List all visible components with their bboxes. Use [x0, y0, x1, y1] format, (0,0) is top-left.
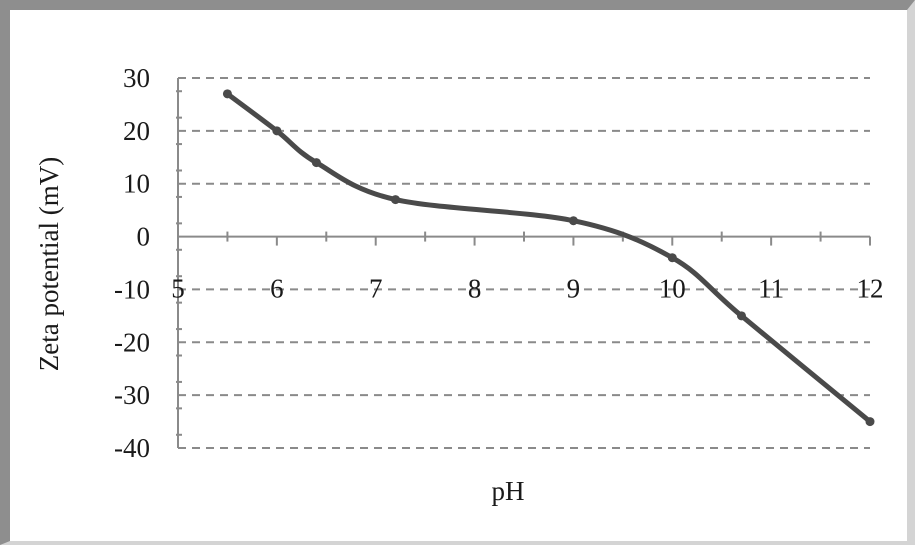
x-tick-label: 9 — [567, 274, 581, 304]
x-tick-label: 6 — [270, 274, 284, 304]
x-tick-labels: 5 6 7 8 9 10 11 12 — [171, 274, 883, 304]
data-point — [667, 253, 677, 263]
grid-lines — [178, 77, 870, 449]
data-point — [865, 417, 875, 427]
data-point — [222, 89, 232, 99]
y-tick-label: 0 — [137, 222, 151, 252]
y-tick-label: 30 — [123, 63, 150, 93]
data-point — [311, 158, 321, 168]
x-tick-label: 8 — [468, 274, 482, 304]
data-point — [272, 126, 282, 136]
x-tick-label: 11 — [758, 274, 784, 304]
data-point — [568, 216, 578, 226]
y-tick-label: 20 — [123, 116, 150, 146]
axes — [176, 78, 871, 448]
series-line — [224, 91, 873, 425]
data-point — [736, 311, 746, 321]
x-tick-label: 5 — [171, 274, 185, 304]
y-tick-label: -30 — [114, 380, 150, 410]
x-tick-label: 12 — [857, 274, 884, 304]
y-tick-labels: 30 20 10 0 -10 -20 -30 -40 — [114, 63, 150, 463]
y-tick-label: 10 — [123, 169, 150, 199]
x-tick-label: 10 — [659, 274, 686, 304]
x-tick-label: 7 — [369, 274, 383, 304]
y-tick-label: -40 — [114, 433, 150, 463]
x-axis-title: pH — [492, 476, 525, 506]
y-tick-label: -10 — [114, 274, 150, 304]
y-axis-title: Zeta potential (mV) — [34, 157, 64, 371]
series-layer — [222, 89, 875, 427]
y-tick-label: -20 — [114, 327, 150, 357]
data-point — [390, 195, 400, 205]
